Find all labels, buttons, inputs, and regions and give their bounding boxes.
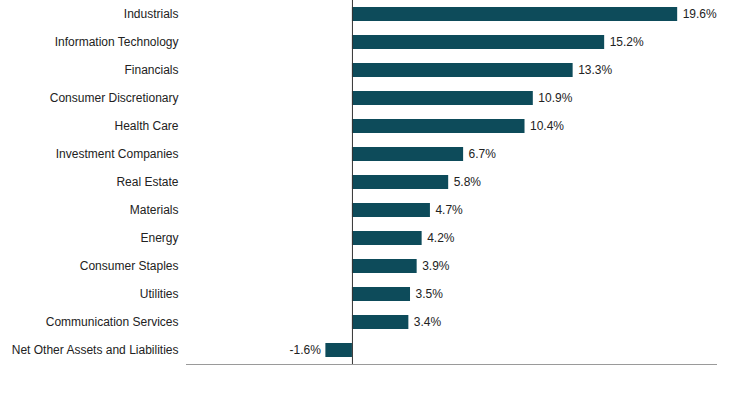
svg-text:Industrials: Industrials bbox=[124, 7, 179, 21]
svg-text:3.4%: 3.4% bbox=[414, 315, 442, 329]
svg-text:10.4%: 10.4% bbox=[530, 119, 564, 133]
svg-text:5.8%: 5.8% bbox=[454, 175, 482, 189]
svg-text:6.7%: 6.7% bbox=[469, 147, 497, 161]
svg-text:Health Care: Health Care bbox=[114, 119, 178, 133]
svg-text:Investment Companies: Investment Companies bbox=[56, 147, 179, 161]
svg-text:Information Technology: Information Technology bbox=[55, 35, 179, 49]
svg-text:19.6%: 19.6% bbox=[683, 7, 717, 21]
svg-text:15.2%: 15.2% bbox=[610, 35, 644, 49]
svg-text:Consumer Staples: Consumer Staples bbox=[80, 259, 179, 273]
svg-text:Real Estate: Real Estate bbox=[116, 175, 178, 189]
svg-text:Consumer Discretionary: Consumer Discretionary bbox=[50, 91, 179, 105]
svg-text:13.3%: 13.3% bbox=[578, 63, 612, 77]
svg-text:3.9%: 3.9% bbox=[422, 259, 450, 273]
svg-text:Materials: Materials bbox=[130, 203, 179, 217]
svg-text:Financials: Financials bbox=[124, 63, 178, 77]
svg-text:3.5%: 3.5% bbox=[416, 287, 444, 301]
svg-text:Net Other Assets and Liabiliti: Net Other Assets and Liabilities bbox=[12, 343, 179, 357]
svg-text:4.2%: 4.2% bbox=[427, 231, 455, 245]
svg-text:Communication Services: Communication Services bbox=[46, 315, 179, 329]
svg-text:-1.6%: -1.6% bbox=[290, 343, 322, 357]
svg-text:4.7%: 4.7% bbox=[435, 203, 463, 217]
svg-text:10.9%: 10.9% bbox=[538, 91, 572, 105]
svg-text:Energy: Energy bbox=[140, 231, 178, 245]
svg-text:Utilities: Utilities bbox=[140, 287, 179, 301]
